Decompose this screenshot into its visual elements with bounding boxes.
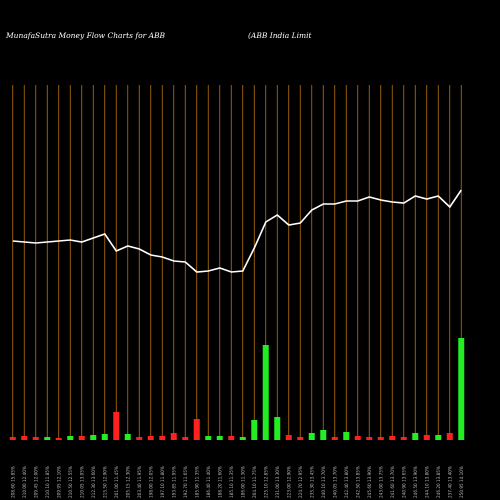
- bar: [285, 435, 292, 440]
- bar: [331, 437, 338, 440]
- bar: [193, 419, 200, 440]
- x-tick-label: 210.05 13.05%: [79, 466, 84, 498]
- x-tick-label: 210.50 12.55%: [68, 466, 73, 498]
- bar: [320, 430, 327, 440]
- x-tick-label: 243.00 13.75%: [378, 466, 383, 498]
- x-tick-label: 188.20 11.60%: [217, 466, 222, 498]
- bar: [435, 435, 442, 440]
- bar: [9, 437, 16, 440]
- bar: [55, 438, 62, 440]
- x-tick-label: 186.00 11.30%: [240, 466, 245, 498]
- x-tick-label: 250.95 14.10%: [459, 466, 464, 498]
- x-tick-label: 193.85 11.95%: [171, 466, 176, 498]
- bar: [412, 433, 419, 440]
- x-tick-label: 203.40 11.95%: [137, 466, 142, 498]
- bar: [159, 436, 166, 440]
- x-tick-label: 241.60 13.70%: [390, 466, 395, 498]
- bar: [136, 437, 143, 440]
- x-tick-label: 210.10 11.85%: [45, 466, 50, 498]
- bar: [205, 436, 212, 440]
- bar: [400, 437, 407, 440]
- bar: [182, 437, 189, 440]
- x-tick-label: 197.10 11.80%: [160, 466, 165, 498]
- bar: [251, 420, 258, 440]
- bar: [343, 432, 350, 440]
- x-tick-label: 192.70 11.65%: [183, 466, 188, 498]
- x-tick-label: 205.15 12.30%: [125, 466, 130, 498]
- bar: [101, 434, 108, 440]
- bar: [308, 433, 315, 440]
- bar: [274, 417, 281, 440]
- x-tick-label: 185.10 11.35%: [229, 466, 234, 498]
- x-tick-label: 186.40 11.40%: [206, 466, 211, 498]
- x-tick-label: 224.70 12.95%: [298, 466, 303, 498]
- bar: [67, 436, 74, 440]
- x-tick-label: 204.10 11.75%: [252, 466, 257, 498]
- x-tick-label: 235.30 13.45%: [309, 466, 314, 498]
- bar: [297, 437, 304, 440]
- x-tick-label: 242.40 13.80%: [344, 466, 349, 498]
- x-tick-label: 185.90 11.35%: [194, 466, 199, 498]
- x-tick-label: 245.60 13.90%: [367, 466, 372, 498]
- bar: [170, 433, 177, 440]
- x-tick-label: 246.50 13.90%: [413, 466, 418, 498]
- bar: [239, 437, 246, 440]
- x-tick-label: 237.40 13.40%: [447, 466, 452, 498]
- x-tick-label: 209.95 12.10%: [56, 466, 61, 498]
- bar: [366, 437, 373, 440]
- bar: [389, 436, 396, 440]
- x-tick-label: 240.05 13.70%: [332, 466, 337, 498]
- bar: [458, 338, 465, 440]
- x-tick-label: 210.00 12.40%: [22, 466, 27, 498]
- x-tick-label: 208.60 15.85%: [10, 466, 15, 498]
- x-tick-label: 209.45 12.00%: [33, 466, 38, 498]
- bar: [32, 437, 39, 440]
- x-tick-label: 201.00 11.45%: [114, 466, 119, 498]
- bar: [354, 436, 361, 440]
- price-line: [12, 189, 462, 273]
- bar: [216, 436, 223, 440]
- x-tick-label: 212.30 13.60%: [91, 466, 96, 498]
- bar: [377, 437, 384, 440]
- chart-subtitle: (ABB India Limit: [248, 31, 312, 40]
- bar: [44, 437, 51, 440]
- bar: [147, 436, 154, 440]
- x-tick-label: 244.10 13.80%: [424, 466, 429, 498]
- x-tick-label: 240.90 13.65%: [401, 466, 406, 498]
- x-tick-label: 215.50 12.90%: [102, 466, 107, 498]
- bar: [21, 436, 28, 440]
- bar: [90, 435, 97, 440]
- x-tick-label: 198.00 12.05%: [148, 466, 153, 498]
- bar: [78, 436, 85, 440]
- bar: [113, 412, 120, 440]
- x-tick-label: 225.10 12.85%: [263, 466, 268, 498]
- bar: [423, 435, 430, 440]
- x-tick-label: 231.00 13.30%: [275, 466, 280, 498]
- x-tick-label: 242.50 13.85%: [355, 466, 360, 498]
- bar: [124, 434, 131, 440]
- chart-title: MunafaSutra Money Flow Charts for ABB: [5, 31, 166, 40]
- x-tick-label: 240.10 13.70%: [321, 466, 326, 498]
- bar: [446, 433, 453, 440]
- x-tick-label: 246.20 13.85%: [436, 466, 441, 498]
- x-tick-label: 223.00 12.90%: [286, 466, 291, 498]
- bar: [228, 436, 235, 440]
- bar: [262, 345, 269, 440]
